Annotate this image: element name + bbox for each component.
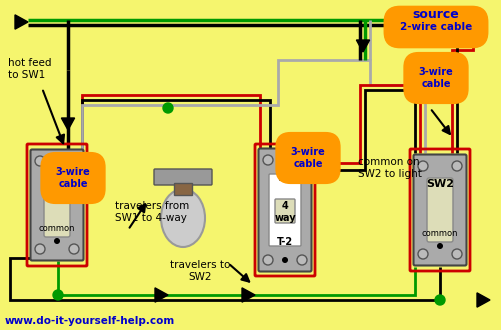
Bar — [174, 183, 191, 195]
Circle shape — [163, 103, 173, 113]
Circle shape — [434, 295, 444, 305]
Text: SW1: SW1 — [43, 174, 71, 184]
Circle shape — [282, 157, 288, 163]
Circle shape — [451, 249, 461, 259]
Polygon shape — [241, 288, 255, 302]
FancyBboxPatch shape — [258, 148, 311, 272]
Text: common: common — [421, 229, 457, 239]
FancyBboxPatch shape — [426, 178, 452, 242]
Circle shape — [35, 244, 45, 254]
FancyBboxPatch shape — [44, 173, 70, 237]
Circle shape — [69, 244, 79, 254]
Circle shape — [451, 161, 461, 171]
Text: T-2: T-2 — [277, 237, 293, 247]
Circle shape — [417, 249, 427, 259]
Circle shape — [263, 155, 273, 165]
Text: common on
SW2 to light: common on SW2 to light — [357, 157, 421, 179]
Text: travelers from
SW1 to 4-way: travelers from SW1 to 4-way — [115, 201, 189, 223]
FancyBboxPatch shape — [31, 149, 83, 260]
Circle shape — [282, 257, 288, 263]
Text: SW2: SW2 — [425, 179, 453, 189]
Ellipse shape — [161, 189, 204, 247]
FancyBboxPatch shape — [413, 154, 465, 266]
Text: 4
way: 4 way — [274, 201, 295, 223]
Circle shape — [417, 161, 427, 171]
Text: T-1: T-1 — [277, 173, 293, 183]
Text: common: common — [39, 224, 75, 234]
Text: 3-wire
cable: 3-wire cable — [56, 167, 90, 189]
Circle shape — [297, 255, 307, 265]
Text: 3-wire
cable: 3-wire cable — [418, 67, 452, 89]
FancyBboxPatch shape — [269, 174, 301, 246]
Circle shape — [69, 156, 79, 166]
Text: 3-wire
cable: 3-wire cable — [290, 147, 325, 169]
Circle shape — [263, 255, 273, 265]
Polygon shape — [61, 118, 75, 130]
Text: www.do-it-yourself-help.com: www.do-it-yourself-help.com — [5, 316, 175, 326]
Circle shape — [35, 156, 45, 166]
Polygon shape — [15, 15, 28, 29]
Circle shape — [436, 243, 442, 249]
FancyBboxPatch shape — [154, 169, 211, 185]
Text: hot feed
to SW1: hot feed to SW1 — [8, 58, 52, 80]
Polygon shape — [476, 293, 489, 307]
Circle shape — [297, 155, 307, 165]
Circle shape — [54, 238, 60, 244]
Text: travelers to
SW2: travelers to SW2 — [169, 260, 230, 281]
Polygon shape — [356, 40, 369, 52]
Circle shape — [53, 290, 63, 300]
Text: source: source — [412, 8, 458, 20]
FancyBboxPatch shape — [275, 199, 295, 223]
Polygon shape — [155, 288, 168, 302]
Text: 2-wire cable: 2-wire cable — [399, 22, 471, 32]
